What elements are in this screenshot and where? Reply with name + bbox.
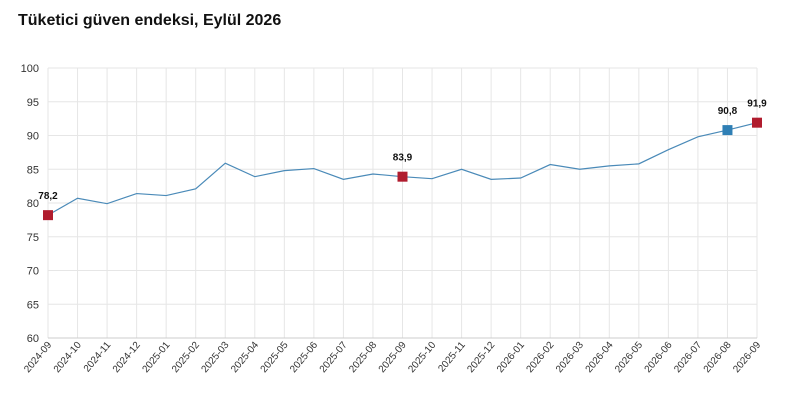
x-tick-label: 2025-06 bbox=[288, 340, 320, 376]
x-tick-label: 2025-12 bbox=[465, 340, 497, 376]
x-tick-label: 2026-08 bbox=[702, 340, 734, 376]
x-tick-label: 2025-07 bbox=[318, 340, 350, 376]
y-tick-label: 65 bbox=[27, 299, 39, 311]
y-tick-label: 85 bbox=[27, 164, 39, 176]
y-tick-label: 80 bbox=[27, 198, 39, 210]
data-marker bbox=[397, 171, 408, 182]
chart-title: Tüketici güven endeksi, Eylül 2026 bbox=[18, 12, 282, 29]
x-tick-label: 2026-04 bbox=[584, 340, 616, 376]
x-tick-label: 2025-08 bbox=[347, 340, 379, 376]
y-tick-label: 100 bbox=[21, 63, 39, 75]
data-label: 78,2 bbox=[38, 191, 58, 202]
x-tick-label: 2025-09 bbox=[377, 340, 409, 376]
x-tick-label: 2026-01 bbox=[495, 340, 527, 376]
x-tick-label: 2025-03 bbox=[200, 340, 232, 376]
x-tick-label: 2026-05 bbox=[613, 340, 645, 376]
x-tick-label: 2025-01 bbox=[140, 340, 172, 376]
data-marker bbox=[752, 117, 762, 128]
grid-layer bbox=[47, 67, 758, 339]
x-tick-label: 2024-12 bbox=[111, 340, 143, 376]
x-tick-label: 2026-03 bbox=[554, 340, 586, 376]
x-tick-label: 2025-10 bbox=[406, 340, 438, 376]
x-tick-label: 2024-10 bbox=[52, 340, 84, 376]
y-axis-ticks: 60 65 70 75 80 85 90 95 100 bbox=[21, 63, 39, 345]
x-tick-label: 2026-07 bbox=[672, 340, 704, 376]
y-tick-label: 70 bbox=[27, 266, 39, 278]
x-tick-label: 2026-06 bbox=[643, 340, 675, 376]
x-tick-label: 2025-04 bbox=[229, 340, 261, 376]
data-label: 83,9 bbox=[393, 153, 413, 164]
x-tick-label: 2024-11 bbox=[82, 340, 114, 375]
x-tick-label: 2025-05 bbox=[259, 340, 291, 376]
data-label: 91,9 bbox=[747, 99, 767, 110]
x-tick-label: 2026-09 bbox=[731, 340, 763, 376]
data-marker bbox=[43, 210, 53, 221]
data-label: 90,8 bbox=[718, 106, 738, 117]
marker-layer: 78,2 83,9 90,8 91,9 bbox=[38, 99, 767, 221]
y-tick-label: 90 bbox=[27, 131, 39, 143]
x-axis-ticks: 2024-092024-102024-112024-122025-012025-… bbox=[22, 340, 763, 376]
y-tick-label: 60 bbox=[27, 333, 39, 345]
y-tick-label: 75 bbox=[27, 232, 39, 244]
x-tick-label: 2026-02 bbox=[524, 340, 556, 376]
x-tick-label: 2025-02 bbox=[170, 340, 202, 376]
x-tick-label: 2025-11 bbox=[436, 340, 468, 375]
data-marker bbox=[722, 125, 733, 136]
y-tick-label: 95 bbox=[27, 97, 39, 109]
